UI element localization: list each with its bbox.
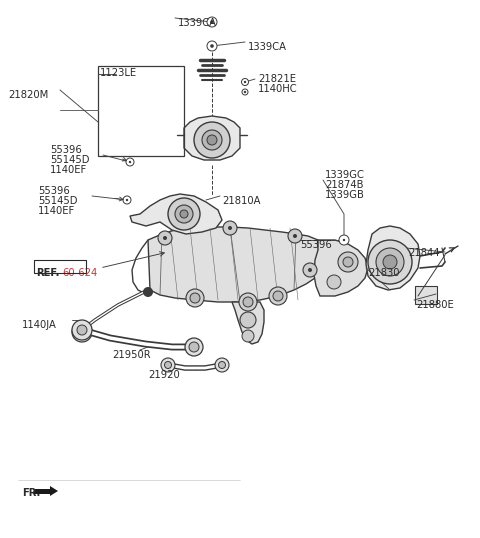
Circle shape <box>129 161 131 163</box>
Bar <box>34 260 86 273</box>
Text: 1140EF: 1140EF <box>50 165 87 175</box>
Text: REF.: REF. <box>36 268 60 278</box>
Text: 21810A: 21810A <box>222 196 261 206</box>
Circle shape <box>244 91 246 93</box>
Circle shape <box>161 358 175 372</box>
Circle shape <box>383 255 397 269</box>
Circle shape <box>228 226 232 230</box>
Circle shape <box>210 44 214 48</box>
Circle shape <box>269 287 287 305</box>
Text: 1140HC: 1140HC <box>258 84 298 94</box>
Circle shape <box>303 263 317 277</box>
Circle shape <box>190 293 200 303</box>
Circle shape <box>72 320 92 340</box>
Circle shape <box>207 41 217 51</box>
Circle shape <box>240 312 256 328</box>
Circle shape <box>239 293 257 311</box>
Circle shape <box>158 231 172 245</box>
Circle shape <box>338 252 358 272</box>
Circle shape <box>215 358 229 372</box>
Circle shape <box>343 257 353 267</box>
Text: 1339CA: 1339CA <box>178 18 217 28</box>
Circle shape <box>123 196 131 204</box>
Circle shape <box>77 325 87 335</box>
Text: 55145D: 55145D <box>50 155 89 165</box>
Circle shape <box>210 20 214 24</box>
Circle shape <box>288 229 302 243</box>
Polygon shape <box>34 486 58 496</box>
Text: 21844: 21844 <box>408 248 440 258</box>
Text: 21950R: 21950R <box>112 350 151 360</box>
Circle shape <box>242 89 248 95</box>
Polygon shape <box>148 227 320 302</box>
Bar <box>415 286 437 304</box>
Text: 55396: 55396 <box>50 145 82 155</box>
Circle shape <box>308 268 312 272</box>
Circle shape <box>327 275 341 289</box>
Circle shape <box>72 322 92 342</box>
Polygon shape <box>366 226 420 290</box>
Circle shape <box>194 122 230 158</box>
Circle shape <box>218 362 226 369</box>
Text: 21880E: 21880E <box>416 300 454 310</box>
Text: 21820M: 21820M <box>8 90 48 100</box>
Circle shape <box>185 338 203 356</box>
Circle shape <box>126 158 134 166</box>
Text: 1140EF: 1140EF <box>38 206 75 216</box>
Circle shape <box>165 362 171 369</box>
Polygon shape <box>184 116 240 160</box>
Polygon shape <box>130 194 222 234</box>
Text: 21874B: 21874B <box>325 180 363 190</box>
Circle shape <box>77 327 87 337</box>
Circle shape <box>175 205 193 223</box>
Circle shape <box>243 297 253 307</box>
Polygon shape <box>314 240 368 296</box>
Circle shape <box>202 130 222 150</box>
Circle shape <box>207 17 217 27</box>
Circle shape <box>293 234 297 238</box>
Text: 55396: 55396 <box>300 240 332 250</box>
Circle shape <box>126 199 128 201</box>
Circle shape <box>244 81 246 83</box>
Circle shape <box>241 79 249 86</box>
Text: 55145D: 55145D <box>38 196 77 206</box>
Text: 55396: 55396 <box>38 186 70 196</box>
Text: 1339CA: 1339CA <box>248 42 287 52</box>
Circle shape <box>180 210 188 218</box>
Text: 1339GB: 1339GB <box>325 190 365 200</box>
Circle shape <box>339 235 349 245</box>
Circle shape <box>207 135 217 145</box>
Circle shape <box>168 198 200 230</box>
Circle shape <box>242 330 254 342</box>
Bar <box>98 66 184 156</box>
Text: 21920: 21920 <box>148 370 180 380</box>
Text: 21821E: 21821E <box>258 74 296 84</box>
Text: 1123LE: 1123LE <box>100 68 137 78</box>
Circle shape <box>376 248 404 276</box>
Circle shape <box>223 221 237 235</box>
Text: 60-624: 60-624 <box>62 268 97 278</box>
Text: 1140JA: 1140JA <box>22 320 57 330</box>
Text: FR.: FR. <box>22 488 40 498</box>
Text: 1339GC: 1339GC <box>325 170 365 180</box>
Text: 21830: 21830 <box>368 268 399 278</box>
Circle shape <box>163 236 167 240</box>
Circle shape <box>343 239 345 241</box>
Circle shape <box>368 240 412 284</box>
Circle shape <box>143 287 153 297</box>
Circle shape <box>273 291 283 301</box>
Polygon shape <box>232 302 264 344</box>
Circle shape <box>189 342 199 352</box>
Circle shape <box>186 289 204 307</box>
